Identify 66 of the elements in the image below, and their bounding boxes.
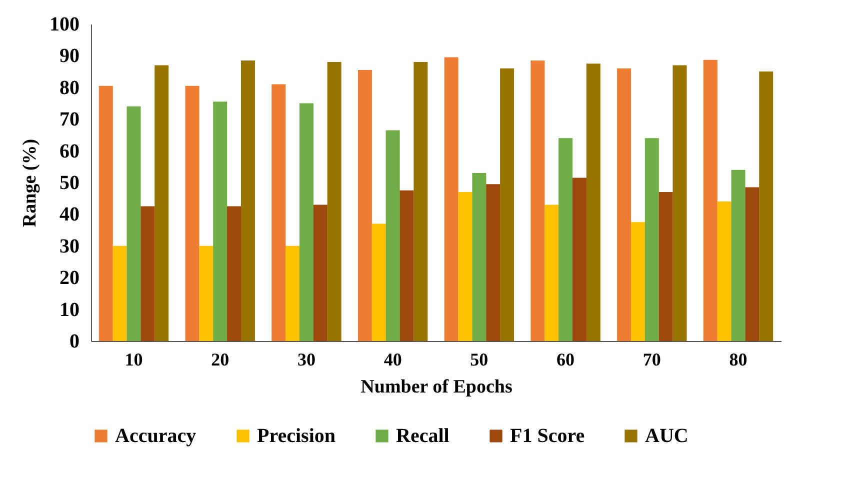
bar [185,86,200,341]
bar [272,84,286,341]
bar [213,102,228,341]
y-tick-label: 40 [60,204,80,226]
y-tick-label: 0 [70,330,80,352]
bar [154,65,169,341]
y-axis-title: Range (%) [20,138,40,228]
bar [558,138,573,341]
bar [731,170,746,341]
x-tick-label: 50 [470,350,488,370]
legend-label: F1 Score [510,425,585,447]
x-tick-label: 10 [124,350,143,370]
legend-label: Precision [257,425,336,447]
bar [530,60,545,341]
x-tick-label: 40 [384,350,402,370]
bar [759,72,774,341]
bar [313,204,328,341]
bar [617,68,632,341]
x-tick-label: 20 [211,350,230,370]
bar [458,192,472,341]
bar [500,68,514,341]
y-tick-label: 50 [60,172,80,194]
bar [472,172,486,341]
y-tick-label: 60 [60,140,80,162]
bar [586,64,600,341]
bar [644,138,659,341]
y-tick-label: 90 [60,45,80,68]
bar [240,60,255,341]
bar [672,65,687,341]
bar [372,224,386,341]
bar [414,62,428,341]
y-tick-label: 10 [60,298,80,321]
x-tick-label: 30 [297,350,316,370]
bar [400,190,414,341]
y-tick-label: 100 [50,14,80,36]
bar [544,204,559,341]
bar [745,187,760,341]
y-tick-label: 80 [60,76,80,99]
bar [199,246,214,341]
legend-label: Accuracy [115,425,196,447]
bar [126,106,141,341]
bar [658,192,673,341]
x-tick-label: 80 [729,350,748,370]
legend-label: AUC [645,425,688,447]
bar [112,246,127,341]
bar [572,178,586,341]
bar [358,70,372,341]
y-tick-label: 30 [60,235,80,258]
x-tick-label: 60 [556,350,575,370]
bar [227,206,242,341]
bar [486,184,500,341]
legend-label: Recall [396,425,450,447]
x-axis-title: Number of Epochs [360,376,512,398]
bar [717,202,732,341]
bar [299,103,314,341]
bar [286,246,300,341]
bar [630,222,645,341]
bar [140,206,155,341]
bar [444,57,458,341]
bar [98,86,113,341]
y-tick-label: 20 [60,267,80,290]
x-tick-label: 70 [642,350,661,370]
y-tick-label: 70 [60,108,80,131]
bar [386,130,400,341]
bar [703,60,718,341]
bar [327,62,342,341]
